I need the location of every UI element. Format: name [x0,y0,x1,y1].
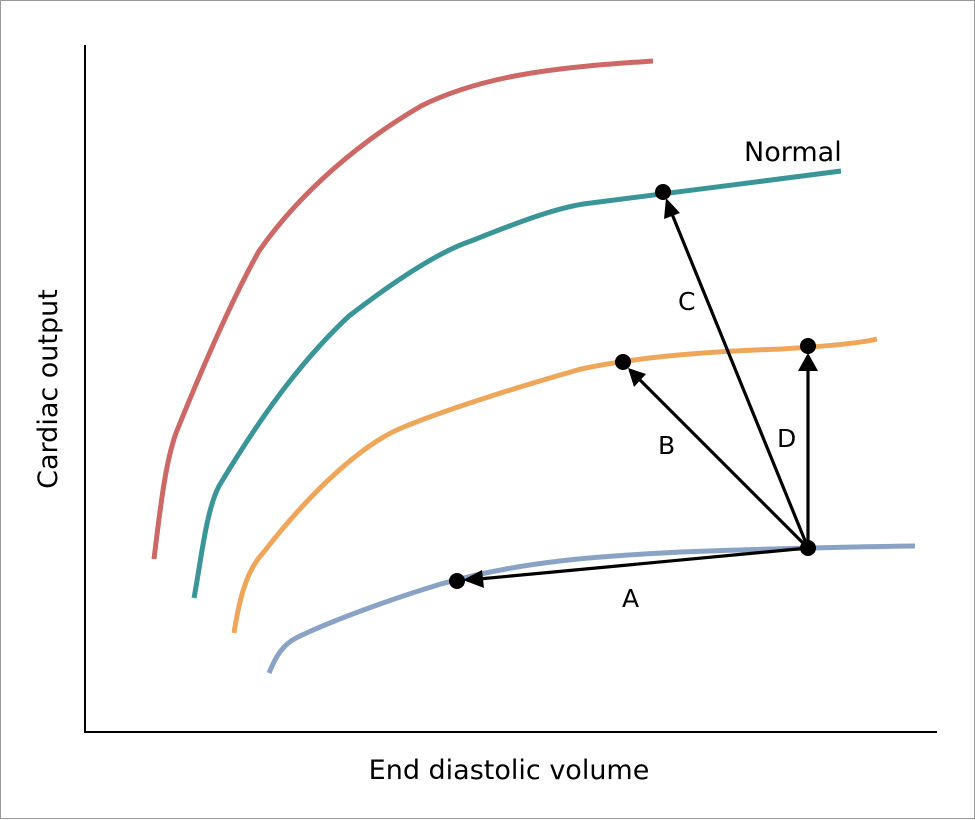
curve-low [266,543,916,674]
arrow-D-label: D [777,424,796,453]
arrow-B-shaft [637,377,810,550]
curve-high [151,58,654,560]
curve-reduced [231,336,878,634]
x-axis-label: End diastolic volume [369,755,650,786]
arrow-D-head [798,353,818,371]
y-axis-label: Cardiac output [33,289,64,489]
arrow-C-shaft [670,213,810,549]
arrow-C-label: C [678,287,695,316]
arrow-B-label: B [658,431,675,460]
curve-normal [191,168,842,599]
arrow-A-shaft [478,546,809,581]
point-D-end [800,338,816,354]
point-origin [800,540,816,556]
arrow-A-head [463,570,484,588]
arrow-B-head [628,368,646,387]
arrow-A-label: A [622,584,639,613]
point-B-end [615,354,631,370]
arrow-C-head [664,198,680,219]
point-C-end [655,184,671,200]
curve-normal-label: Normal [744,137,842,168]
point-A-end [449,573,465,589]
